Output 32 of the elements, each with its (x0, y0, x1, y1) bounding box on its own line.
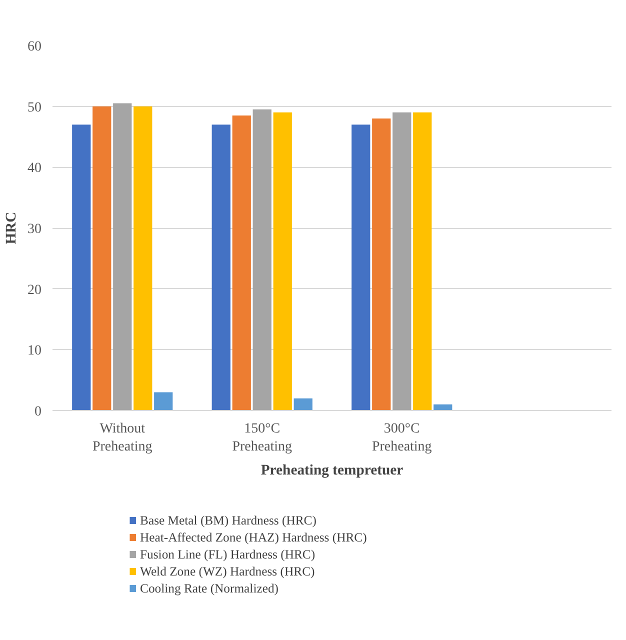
y-tick-label: 50 (28, 100, 42, 116)
legend-label: Weld Zone (WZ) Hardness (HRC) (140, 564, 315, 578)
bar (134, 106, 152, 410)
y-tick-label: 60 (28, 40, 42, 54)
y-axis-title: HRC (4, 212, 20, 244)
y-tick-label: 0 (34, 404, 42, 420)
bar (252, 109, 272, 410)
y-tick-label: 20 (28, 282, 42, 298)
x-tick-label: 150°C Preheating (232, 422, 292, 454)
y-tick-label: 40 (28, 161, 42, 176)
bar (72, 124, 91, 410)
legend-label: Fusion Line (FL) Hardness (HRC) (140, 548, 316, 562)
bar (232, 115, 251, 410)
legend-label: Heat-Affected Zone (HAZ) Hardness (HRC) (140, 530, 367, 544)
bar (413, 112, 432, 410)
bar (294, 398, 312, 410)
x-tick-label: Without Preheating (92, 422, 152, 454)
bar (113, 103, 132, 410)
bar (212, 124, 230, 410)
x-tick-label: 300°C Preheating (372, 422, 432, 454)
bar (434, 404, 452, 410)
y-tick-label: 10 (28, 344, 42, 359)
legend-label: Cooling Rate (Normalized) (140, 582, 278, 596)
bar (92, 106, 112, 410)
x-axis-title: Preheating tempretuer (260, 462, 404, 478)
bar (372, 118, 391, 410)
bar (273, 112, 292, 410)
y-tick-label: 30 (28, 222, 42, 237)
bar (392, 112, 412, 410)
bar (154, 392, 173, 410)
bar (352, 124, 370, 410)
legend-label: Base Metal (BM) Hardness (HRC) (140, 514, 316, 528)
